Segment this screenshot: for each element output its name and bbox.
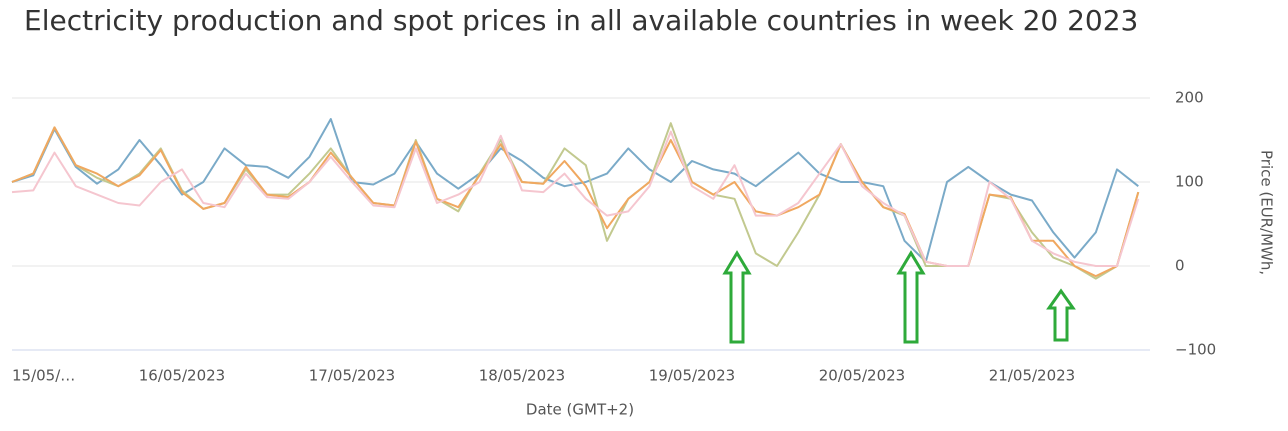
series-line (11, 118, 1139, 263)
chart-title: Electricity production and spot prices i… (24, 4, 1138, 37)
y-tick-label: −100 (1175, 341, 1216, 359)
series-line (11, 122, 1140, 280)
x-tick-label: 19/05/2023 (649, 367, 735, 385)
y-tick-label: 100 (1175, 173, 1204, 191)
x-axis-label: Date (GMT+2) (526, 401, 634, 419)
x-tick-label: 15/05/… (12, 367, 75, 385)
x-tick-label: 20/05/2023 (819, 367, 905, 385)
x-tick-label: 18/05/2023 (479, 367, 565, 385)
series-line (11, 130, 1140, 267)
y-tick-label: 200 (1175, 89, 1204, 107)
x-tick-label: 16/05/2023 (139, 367, 225, 385)
x-tick-label: 17/05/2023 (309, 367, 395, 385)
y-tick-label: 0 (1175, 257, 1185, 275)
x-tick-label: 21/05/2023 (989, 367, 1075, 385)
series-line (11, 126, 1140, 278)
y-axis-label: Price (EUR/MWh, (1258, 150, 1276, 275)
